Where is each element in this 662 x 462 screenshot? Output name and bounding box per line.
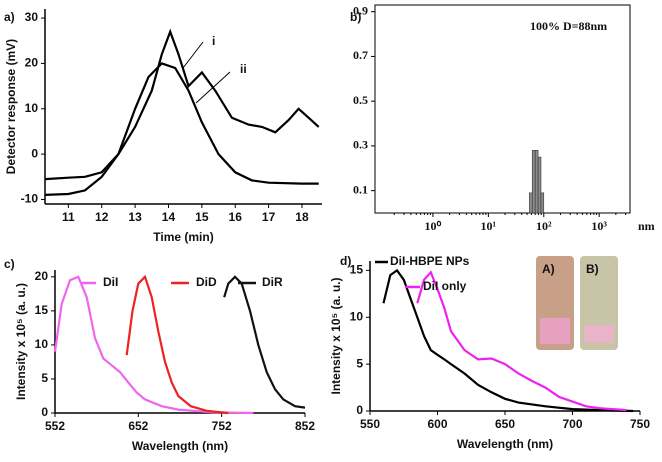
legend-label: DiI only — [423, 279, 467, 293]
bar — [537, 156, 542, 214]
y-tick-label: 0.3 — [353, 138, 368, 152]
x-tick-label: 11 — [62, 210, 75, 224]
x-tick-label: 10³ — [591, 219, 607, 233]
panel-label: c) — [4, 257, 15, 271]
panel-label: b) — [350, 10, 361, 24]
series-label: ii — [240, 62, 247, 76]
data-line — [53, 275, 254, 415]
annotation: 100% D=88nm — [530, 19, 607, 33]
y-tick-label: 30 — [25, 10, 39, 24]
plot-frame — [374, 4, 631, 214]
legend-label: DiI — [103, 275, 118, 289]
x-tick-label: 652 — [128, 419, 148, 433]
data-line — [382, 268, 634, 413]
data-line — [44, 62, 319, 185]
x-axis-label: Time (min) — [153, 230, 213, 244]
y-tick-label: 20 — [25, 56, 39, 70]
data-line — [223, 275, 306, 409]
bar — [534, 150, 539, 214]
x-tick-label: 15 — [195, 210, 209, 224]
x-tick-label: 13 — [128, 210, 142, 224]
series-label: i — [212, 34, 215, 48]
data-line — [416, 270, 627, 412]
annotation-line — [182, 41, 204, 69]
y-tick-label: 0 — [41, 405, 48, 419]
x-axis-label: Wavelength (nm) — [132, 439, 228, 453]
x-tick-label: 700 — [562, 417, 582, 431]
y-tick-label: 0.9 — [353, 3, 368, 17]
panel-label: a) — [4, 10, 15, 24]
bar — [529, 192, 533, 214]
y-tick-label: 5 — [41, 371, 48, 385]
y-tick-label: 5 — [356, 356, 363, 370]
photo-inset-solution — [584, 325, 614, 343]
x-tick-label: 14 — [162, 210, 176, 224]
x-tick-label: 550 — [360, 417, 380, 431]
y-tick-label: 20 — [35, 269, 49, 283]
x-tick-label: 10² — [536, 219, 552, 233]
y-tick-label: 0 — [356, 403, 363, 417]
inset-label: B) — [586, 262, 599, 276]
x-tick-label: 18 — [295, 210, 309, 224]
y-axis-label: Detector response (mV) — [4, 39, 18, 174]
legend-label: DiD — [196, 275, 217, 289]
y-tick-label: 0.5 — [353, 93, 368, 107]
y-tick-label: 10 — [350, 309, 364, 323]
x-tick-label: 650 — [495, 417, 515, 431]
x-axis-label: nm — [638, 219, 655, 233]
panel-label: d) — [340, 254, 351, 268]
y-tick-label: 15 — [350, 263, 364, 277]
y-tick-label: 0.7 — [353, 48, 368, 62]
x-tick-label: 750 — [630, 417, 650, 431]
y-tick-label: 10 — [35, 337, 49, 351]
x-tick-label: 12 — [95, 210, 109, 224]
x-axis-label: Wavelength (nm) — [457, 437, 553, 451]
y-tick-label: 10 — [25, 101, 39, 115]
inset-label: A) — [542, 262, 555, 276]
photo-inset-solution — [540, 318, 570, 344]
data-line — [125, 274, 229, 415]
x-tick-label: 10⁰ — [425, 219, 442, 233]
x-tick-label: 600 — [427, 417, 447, 431]
bar — [540, 192, 545, 214]
x-tick-label: 552 — [45, 419, 65, 433]
y-axis-label: Intensity x 10⁵ (a. u.) — [329, 277, 343, 394]
bar — [531, 150, 536, 214]
x-tick-label: 852 — [295, 419, 315, 433]
y-tick-label: -10 — [21, 192, 39, 206]
x-tick-label: 16 — [229, 210, 243, 224]
y-tick-label: 0 — [31, 146, 38, 160]
legend-label: DiR — [262, 275, 283, 289]
x-tick-label: 10¹ — [481, 219, 497, 233]
y-axis-label: Intensity x 10⁵ (a. u.) — [14, 283, 28, 400]
data-line — [44, 28, 320, 196]
x-tick-label: 752 — [212, 419, 232, 433]
y-tick-label: 15 — [35, 303, 49, 317]
legend-label: DiI-HBPE NPs — [390, 254, 470, 268]
x-tick-label: 17 — [262, 210, 276, 224]
y-tick-label: 0.1 — [353, 182, 368, 196]
